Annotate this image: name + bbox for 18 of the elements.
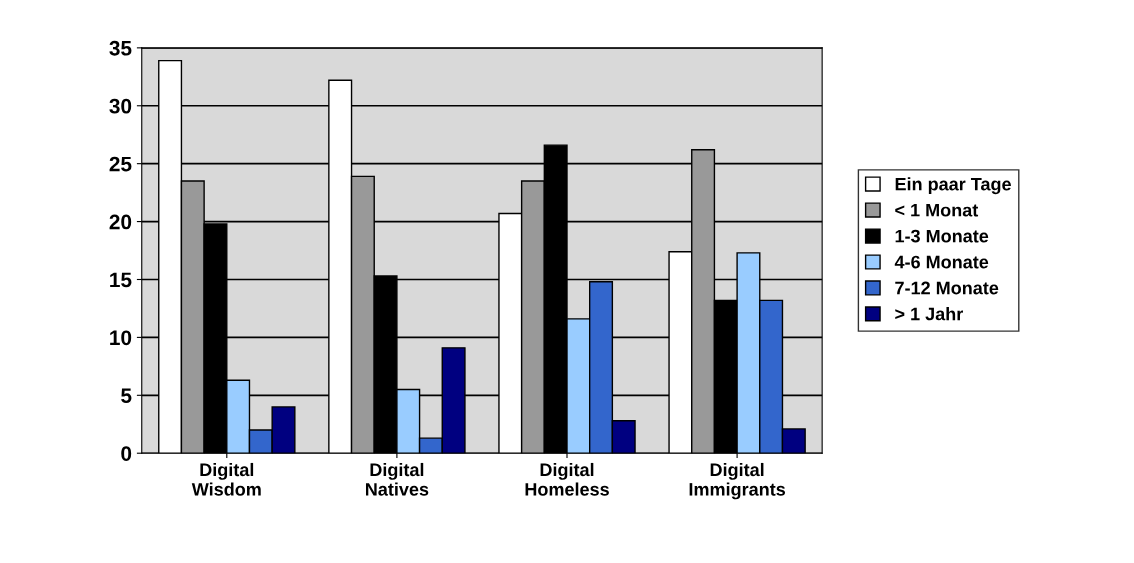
- legend-label: > 1 Jahr: [895, 307, 963, 321]
- y-tick-label: 30: [109, 98, 132, 114]
- x-tick-label: Digital Wisdom: [191, 462, 261, 496]
- y-tick-label: 15: [110, 272, 132, 288]
- x-tick-label: Digital Homeless: [525, 462, 609, 496]
- legend-label: 7-12 Monate: [895, 281, 999, 295]
- y-tick-label: 0: [121, 446, 132, 461]
- legend-label: 4-6 Monate: [894, 255, 989, 269]
- y-tick-label: 35: [109, 40, 132, 56]
- legend-label: Ein paar Tage: [895, 177, 1011, 195]
- y-tick-label: 10: [110, 330, 132, 346]
- y-tick-label: 20: [109, 214, 132, 230]
- x-tick-label: Digital Immigrants: [689, 462, 786, 500]
- y-tick-label: 5: [121, 388, 132, 404]
- x-tick-label: Digital Natives: [365, 462, 429, 496]
- y-tick-label: 25: [109, 156, 132, 172]
- legend-label: < 1 Monat: [895, 203, 979, 217]
- legend-label: 1-3 Monate: [895, 229, 989, 243]
